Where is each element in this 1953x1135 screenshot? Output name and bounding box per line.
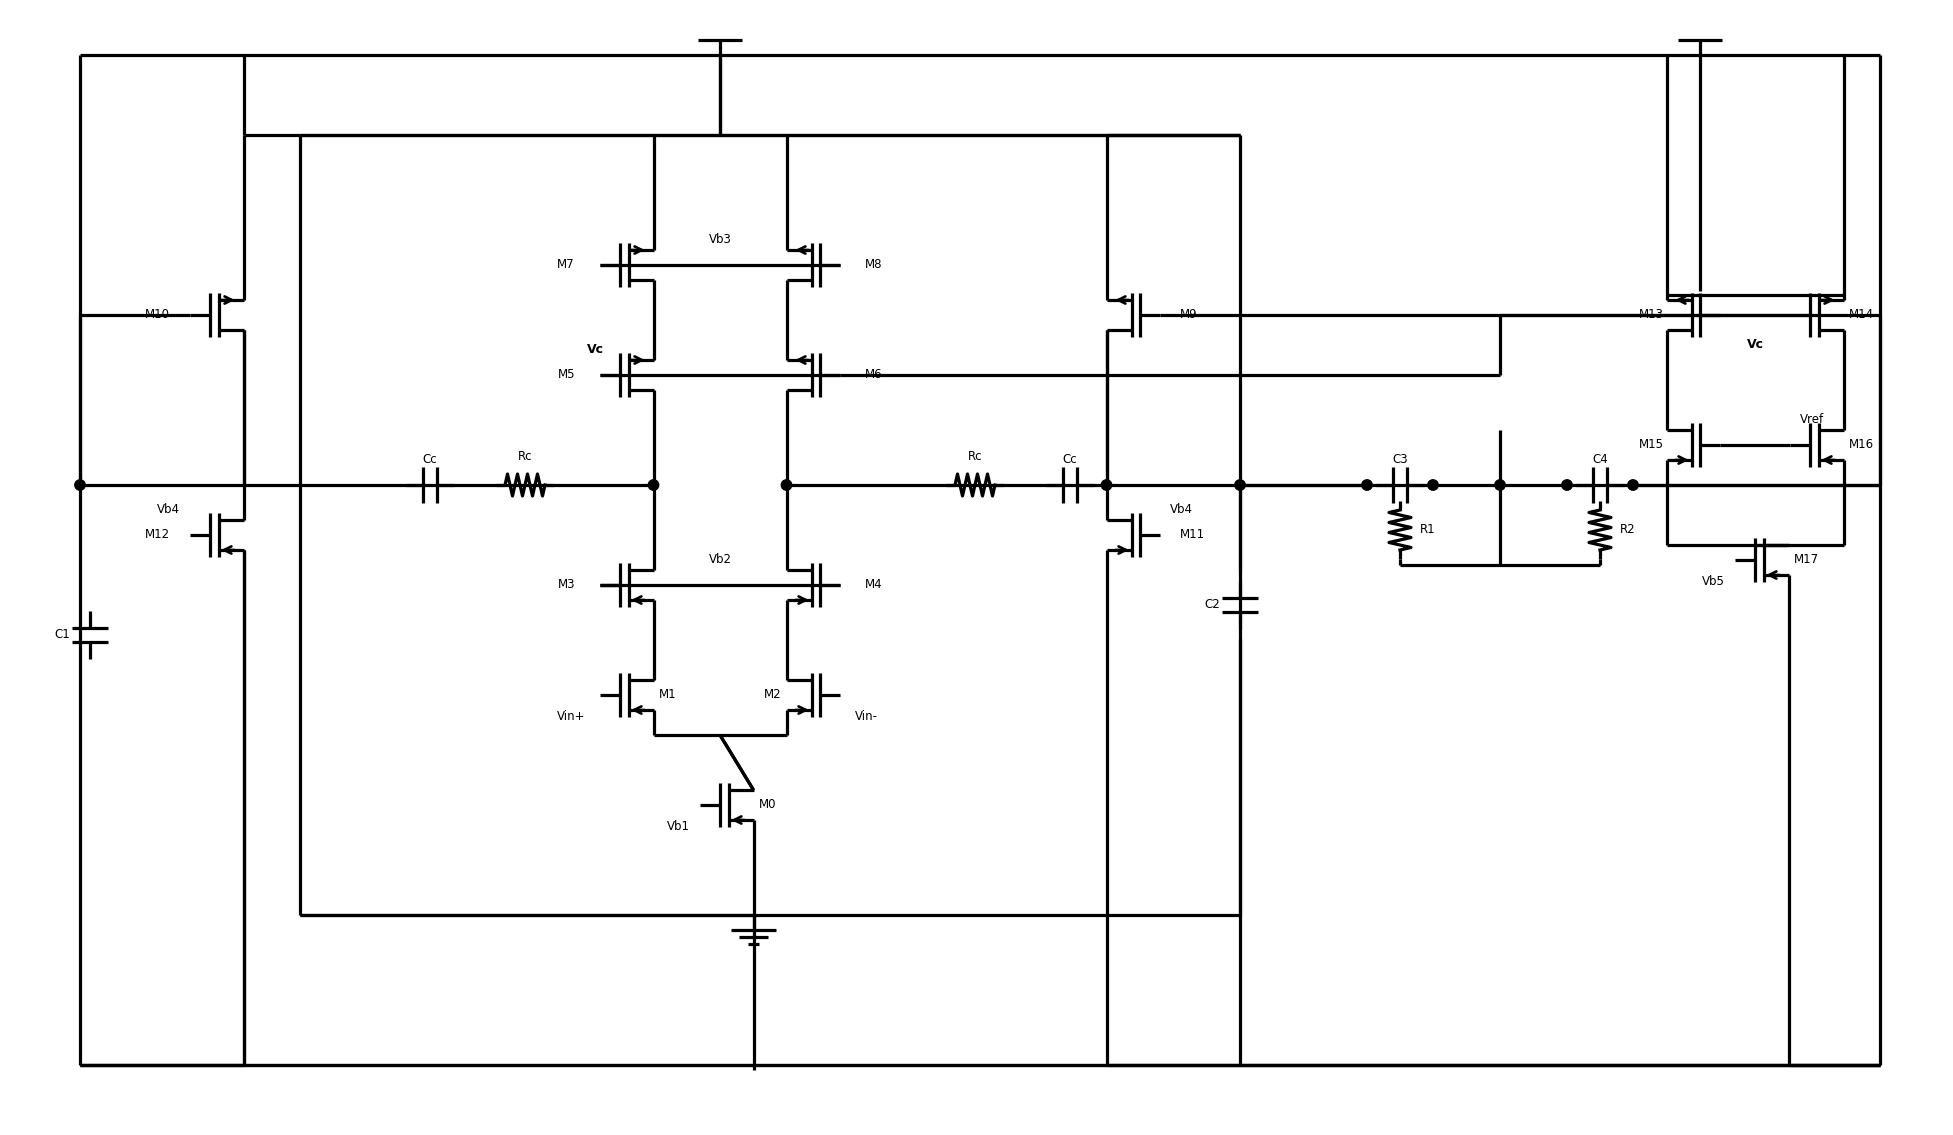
Text: C4: C4 <box>1592 454 1607 466</box>
Circle shape <box>1494 480 1506 490</box>
Text: R2: R2 <box>1621 523 1637 537</box>
Text: Vb4: Vb4 <box>156 504 180 516</box>
Text: M4: M4 <box>865 579 883 591</box>
Text: M12: M12 <box>145 529 170 541</box>
Text: Vc: Vc <box>586 344 603 356</box>
Text: Vb5: Vb5 <box>1703 575 1724 589</box>
Text: M8: M8 <box>865 259 883 271</box>
Circle shape <box>1562 480 1572 490</box>
Text: M9: M9 <box>1180 309 1197 321</box>
Text: M11: M11 <box>1180 529 1205 541</box>
Text: Vc: Vc <box>1746 338 1764 352</box>
Text: C2: C2 <box>1205 598 1221 612</box>
Text: Vin-: Vin- <box>855 711 879 723</box>
Circle shape <box>1627 480 1639 490</box>
Text: M2: M2 <box>764 689 781 701</box>
Text: M6: M6 <box>865 369 883 381</box>
Text: M7: M7 <box>557 259 574 271</box>
Text: M15: M15 <box>1639 438 1664 452</box>
Circle shape <box>1234 480 1246 490</box>
Circle shape <box>1361 480 1373 490</box>
Text: M14: M14 <box>1848 309 1873 321</box>
Circle shape <box>74 480 86 490</box>
Text: M13: M13 <box>1639 309 1664 321</box>
Text: M1: M1 <box>658 689 676 701</box>
Text: M3: M3 <box>557 579 574 591</box>
Text: M16: M16 <box>1848 438 1873 452</box>
Circle shape <box>648 480 658 490</box>
Circle shape <box>1101 480 1111 490</box>
Text: Vin+: Vin+ <box>557 711 586 723</box>
Text: M17: M17 <box>1793 554 1818 566</box>
Text: M0: M0 <box>758 799 775 812</box>
Text: Cc: Cc <box>1062 454 1078 466</box>
Text: Cc: Cc <box>422 454 437 466</box>
Text: Vb1: Vb1 <box>668 821 689 833</box>
Text: Rc: Rc <box>969 451 982 463</box>
Text: Vref: Vref <box>1801 413 1824 427</box>
Circle shape <box>781 480 791 490</box>
Text: C3: C3 <box>1392 454 1408 466</box>
Text: Vb4: Vb4 <box>1170 504 1193 516</box>
Text: R1: R1 <box>1420 523 1435 537</box>
Circle shape <box>1428 480 1437 490</box>
Text: M5: M5 <box>557 369 574 381</box>
Text: Vb2: Vb2 <box>709 554 732 566</box>
Text: Vb3: Vb3 <box>709 234 732 246</box>
Text: M10: M10 <box>145 309 170 321</box>
Text: C1: C1 <box>55 629 70 641</box>
Text: Rc: Rc <box>518 451 533 463</box>
